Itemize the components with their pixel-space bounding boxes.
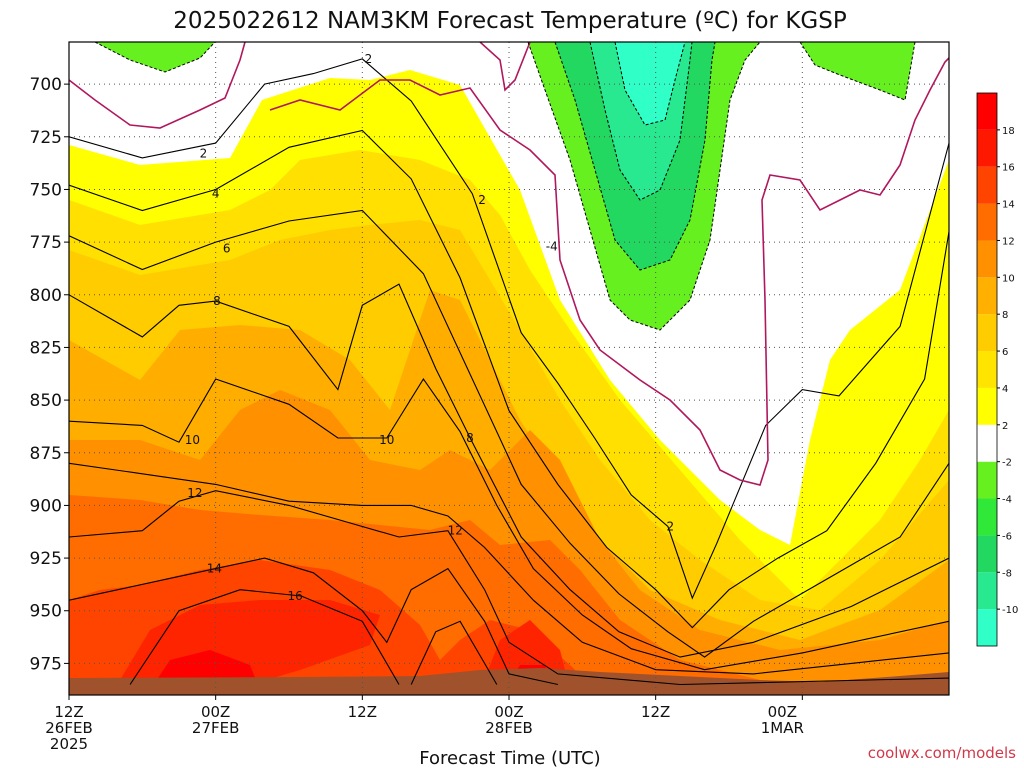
x-tick-label-5-1: 1MAR (761, 719, 804, 737)
colorbar-swatch-9 (977, 277, 997, 315)
y-tick-label-925: 925 (30, 549, 62, 569)
y-axis: 700 725 750 775 800 825 850 875 900 925 950 975 (30, 75, 69, 674)
y-tick-label-750: 750 (30, 180, 62, 200)
contour-line-5 (69, 462, 949, 675)
colorbar-swatch-11 (977, 203, 997, 241)
colorbar-swatch-10 (977, 240, 997, 278)
colorbar: -10 -8 -6 -4 -2 2 4 6 8 10 12 14 16 18 (976, 92, 1018, 647)
contour-label-2: 2 (478, 193, 486, 207)
colorbar-swatch-7 (977, 351, 997, 388)
contour-line-0 (69, 58, 949, 600)
y-tick-label-975: 975 (30, 654, 62, 674)
y-tick-label-700: 700 (30, 75, 62, 95)
colorbar-label-8: 8 (1002, 310, 1008, 321)
contour-label-3: 2 (667, 519, 675, 533)
credit-text: coolwx.com/models (868, 744, 1016, 762)
colorbar-label-4: -2 (1002, 458, 1012, 469)
contour-label-10: 12 (187, 486, 202, 500)
colorbar-swatch-8 (977, 314, 997, 352)
contour-line-8 (129, 589, 400, 685)
x-tick-label-1-1: 27FEB (192, 719, 239, 737)
contour-labels: 2 2 2 2 4 6 8 8 10 10 12 12 14 16 -4 (185, 52, 674, 603)
colorbar-swatch-4 (977, 461, 997, 499)
contour-line-3 (69, 283, 949, 658)
contour-label-9: 10 (379, 433, 394, 447)
contour-label-11: 12 (448, 524, 463, 538)
colorbar-swatch-2 (977, 535, 997, 573)
x-axis-label: Forecast Time (UTC) (419, 748, 600, 768)
contour-label-0: 2 (365, 52, 373, 66)
minus4-contour (554, 42, 716, 271)
contour-line-6 (69, 490, 949, 686)
x-tick-label-0-0: 12Z (54, 703, 83, 721)
minus8-contour (614, 42, 686, 126)
x-tick-label-1-0: 00Z (201, 703, 230, 721)
y-tick-label-850: 850 (30, 391, 62, 411)
y-tick-label-725: 725 (30, 128, 62, 148)
band-minus2to-4 (95, 42, 915, 330)
colorbar-swatch-5 (977, 424, 997, 462)
contour-label-6: 8 (213, 294, 221, 308)
colorbar-label-13: 18 (1002, 126, 1015, 137)
colorbar-label-7: 6 (1002, 347, 1008, 358)
y-tick-label-950: 950 (30, 602, 62, 622)
colorbar-swatch-1 (977, 572, 997, 610)
contour-label-1: 2 (200, 147, 208, 161)
x-tick-label-0-2: 2025 (50, 735, 88, 753)
y-tick-label-800: 800 (30, 286, 62, 306)
colorbar-swatch-13 (977, 129, 997, 167)
colorbar-label-10: 12 (1002, 236, 1015, 247)
colorbar-label-1: -8 (1002, 568, 1012, 579)
temperature-contours (69, 58, 949, 686)
contour-label-14: -4 (546, 239, 558, 253)
contour-line-2 (69, 209, 949, 658)
colorbar-swatch-6 (977, 387, 997, 425)
contour-label-8: 10 (185, 433, 200, 447)
colorbar-label-11: 14 (1002, 200, 1015, 211)
chart-title: 2025022612 NAM3KM Forecast Temperature (… (173, 8, 847, 34)
colorbar-swatch-14 (977, 93, 997, 130)
y-tick-label-825: 825 (30, 338, 62, 358)
contour-label-7: 8 (466, 431, 474, 445)
minus2-contour (94, 42, 916, 331)
contour-label-4: 4 (212, 187, 220, 201)
x-tick-label-3-0: 00Z (494, 703, 523, 721)
colorbar-label-6: 4 (1002, 384, 1008, 395)
colorbar-label-12: 16 (1002, 163, 1015, 174)
colorbar-frame (976, 92, 998, 647)
zero-degree-contour (69, 42, 949, 486)
colorbar-label-0: -10 (1002, 605, 1018, 616)
colorbar-swatch-3 (977, 498, 997, 536)
colorbar-swatch-0 (977, 609, 997, 646)
y-tick-label-875: 875 (30, 444, 62, 464)
x-tick-label-5-0: 00Z (768, 703, 797, 721)
x-tick-label-0-1: 26FEB (45, 719, 92, 737)
contour-line-4 (69, 377, 949, 671)
contour-label-13: 16 (287, 589, 302, 603)
y-tick-label-900: 900 (30, 496, 62, 516)
colorbar-label-3: -4 (1002, 495, 1012, 506)
terrain (69, 668, 949, 695)
contour-line-7 (69, 557, 559, 686)
contour-label-5: 6 (223, 241, 231, 255)
contour-line-1 (69, 129, 949, 629)
y-tick-label-775: 775 (30, 233, 62, 253)
colorbar-label-5: 2 (1002, 421, 1008, 432)
band-minus8to-10 (615, 42, 685, 125)
minus6-contour (589, 42, 693, 201)
colorbar-label-9: 10 (1002, 273, 1015, 284)
contour-line-9 (410, 620, 498, 685)
x-tick-label-3-1: 28FEB (485, 719, 532, 737)
x-tick-label-4-0: 12Z (641, 703, 670, 721)
colorbar-label-2: -6 (1002, 531, 1012, 542)
colorbar-swatch-12 (977, 166, 997, 204)
contour-label-12: 14 (207, 562, 222, 576)
x-tick-label-2-0: 12Z (348, 703, 377, 721)
freezing-contours (69, 42, 949, 486)
